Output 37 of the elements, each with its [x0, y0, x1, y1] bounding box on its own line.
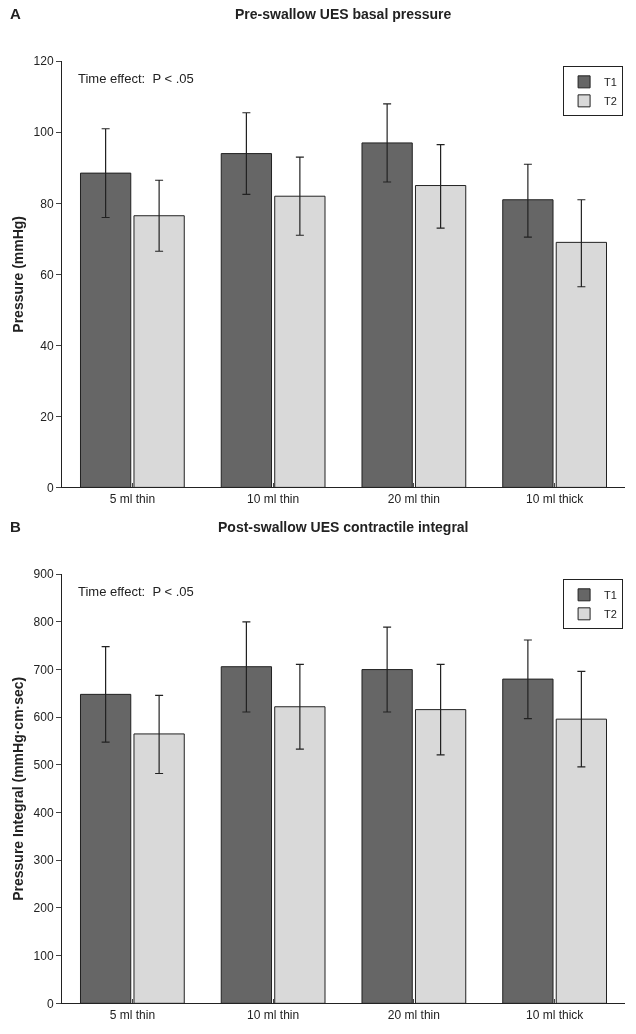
y-tick-label: 120	[33, 54, 54, 69]
legend-label: T1	[604, 76, 617, 89]
y-tick-label: 800	[33, 615, 54, 630]
y-tick-label: 500	[33, 758, 54, 773]
legend-label: T1	[604, 589, 617, 602]
x-tick-label: 20 ml thin	[387, 491, 440, 506]
text: A	[10, 5, 21, 22]
y-tick-label: 100	[33, 948, 54, 963]
legend-label: T2	[604, 95, 617, 108]
y-tick-label: 60	[40, 267, 54, 282]
y-tick-label: 300	[33, 853, 54, 868]
chart-title: Pre-swallow UES basal pressure	[235, 6, 452, 22]
y-axis-title: Pressure Integral (mmHg·cm·sec)	[10, 676, 27, 901]
x-tick-label: 10 ml thick	[525, 1007, 585, 1022]
y-tick-label: 200	[33, 901, 54, 916]
y-tick-label: 80	[40, 196, 54, 211]
y-tick-label: 20	[40, 409, 54, 424]
y-tick-label: 400	[33, 805, 54, 820]
y-tick-label: 600	[33, 710, 54, 725]
y-tick-label: 40	[40, 338, 54, 353]
chart-title: Post-swallow UES contractile integral	[218, 519, 469, 535]
x-tick-label: 5 ml thin	[109, 491, 156, 506]
y-tick-label: 0	[46, 480, 54, 495]
y-axis-title: Pressure (mmHg)	[10, 215, 27, 333]
x-tick-label: 10 ml thick	[525, 491, 585, 506]
annotation: Time effect: P < .05	[78, 584, 194, 599]
y-tick-label: 100	[33, 125, 54, 140]
legend-label: T2	[604, 608, 617, 621]
y-tick-label: 0	[46, 996, 54, 1011]
x-tick-label: 5 ml thin	[109, 1007, 156, 1022]
x-tick-label: 10 ml thin	[247, 491, 300, 506]
y-tick-label: 700	[33, 662, 54, 677]
y-tick-label: 900	[33, 567, 54, 582]
annotation: Time effect: P < .05	[78, 71, 194, 86]
x-tick-label: 10 ml thin	[247, 1007, 300, 1022]
x-tick-label: 20 ml thin	[387, 1007, 440, 1022]
text: B	[10, 518, 21, 535]
